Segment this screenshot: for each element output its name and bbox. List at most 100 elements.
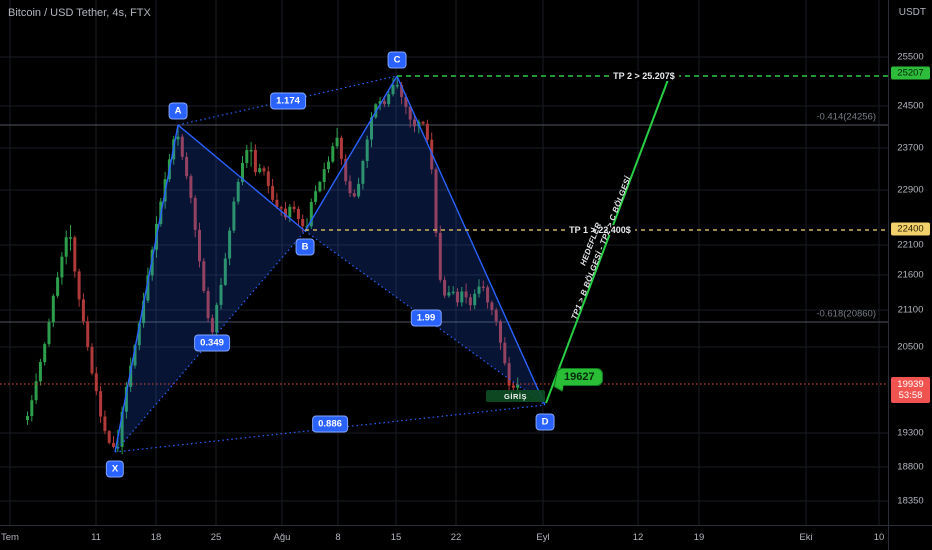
candle-body	[271, 186, 275, 200]
time-tick-label: 15	[390, 532, 402, 543]
pattern-edge-solid[interactable]	[304, 75, 398, 232]
candle-body	[245, 150, 249, 164]
pattern-ratio-label[interactable]: 1.174	[270, 92, 306, 110]
chart-canvas[interactable]	[0, 0, 888, 525]
pattern-ratio-label[interactable]: 0.886	[312, 415, 348, 433]
candle-body	[112, 442, 115, 447]
candle-body	[124, 386, 128, 412]
candle-body	[296, 209, 300, 219]
pattern-ratio-label[interactable]: 1.99	[410, 309, 442, 327]
price-tick-label: 24500	[897, 100, 924, 112]
chart-plot-area[interactable]: X A B C D 1.174 0.349 1.99 0.886 -0.414(24256) -0.…	[0, 0, 888, 525]
candle-body	[86, 321, 90, 347]
candle-body	[284, 208, 287, 218]
time-axis[interactable]: Tem 11 18 25 Ağu 8 15 22 Eyl 12 19 Eki 10	[0, 525, 888, 550]
harmonic-pattern-fill[interactable]	[115, 125, 305, 452]
time-tick-label: Ağu	[273, 532, 291, 543]
candle-body	[198, 229, 201, 262]
time-tick-label: 22	[450, 532, 462, 543]
candle-body	[81, 299, 85, 322]
bar-countdown: 53:58	[898, 390, 923, 401]
candle-body	[210, 318, 214, 333]
time-tick-label: Eyl	[536, 532, 550, 543]
pattern-edge-dotted[interactable]	[177, 75, 398, 126]
pattern-edge-solid[interactable]	[396, 75, 546, 406]
price-tick-label: 21100	[897, 304, 924, 316]
candle-body	[215, 304, 219, 333]
tp2-target-label[interactable]: TP 2 > 25.207$	[609, 71, 679, 81]
candle-body	[275, 199, 279, 208]
candle-body	[344, 158, 348, 182]
candle-body	[400, 84, 404, 97]
candle-body	[395, 84, 399, 87]
symbol-title[interactable]: Bitcoin / USD Tether, 4s, FTX	[8, 7, 151, 19]
candle-body	[511, 385, 515, 388]
candle-body	[241, 163, 244, 182]
candle-body	[494, 309, 498, 322]
time-tick-label: 25	[210, 532, 222, 543]
projection-trend-line[interactable]	[545, 76, 670, 404]
axis-corner	[888, 525, 932, 550]
candle-body	[189, 176, 193, 198]
candle-body	[64, 237, 68, 257]
time-tick-label: Tem	[1, 532, 19, 543]
pattern-point-label-B[interactable]: B	[295, 238, 315, 256]
fib-level-label: -0.618(20860)	[816, 308, 876, 320]
candle-body	[94, 373, 98, 392]
time-tick-label: 10	[873, 532, 885, 543]
candle-body	[309, 201, 313, 227]
candle-body	[38, 362, 42, 382]
candle-body	[228, 230, 232, 259]
price-tick-label: 20500	[897, 341, 924, 353]
tp1-target-label[interactable]: TP 1 > 22.400$	[565, 225, 635, 235]
pattern-point-label-C[interactable]: C	[387, 51, 407, 69]
entry-zone-label[interactable]: GİRİŞ	[486, 390, 545, 402]
pattern-edge-solid[interactable]	[177, 124, 306, 232]
pattern-point-label-D[interactable]: D	[535, 413, 555, 431]
candle-body	[322, 169, 326, 182]
candle-body	[219, 284, 223, 305]
candle-body	[468, 297, 472, 306]
candle-body	[137, 323, 141, 346]
candle-body	[352, 193, 356, 197]
price-tick-label: 22100	[897, 239, 924, 251]
candle-body	[60, 256, 64, 278]
price-tick-label: 21600	[897, 269, 924, 281]
candle-body	[464, 291, 468, 298]
candle-body	[503, 342, 507, 364]
pattern-point-label-X[interactable]: X	[105, 460, 125, 478]
price-axis[interactable]: USDT 25207 22400 19939 53:58 25500 24500 2…	[888, 0, 932, 525]
candle-body	[314, 191, 318, 202]
candle-body	[425, 123, 429, 140]
fib-level-label: -0.414(24256)	[816, 111, 876, 123]
candle-body	[404, 96, 408, 107]
candle-body	[99, 391, 103, 417]
pattern-ratio-label[interactable]: 0.349	[194, 334, 230, 352]
pattern-edge-solid[interactable]	[114, 124, 179, 453]
axis-currency-label: USDT	[898, 7, 926, 18]
candle-body	[120, 411, 124, 447]
candle-body	[34, 381, 38, 401]
pattern-point-label-A[interactable]: A	[168, 102, 188, 120]
candle-body	[335, 137, 339, 147]
price-tick-label: 22900	[897, 184, 924, 196]
time-tick-label: 18	[150, 532, 162, 543]
candle-body	[133, 345, 137, 366]
candle-body	[47, 322, 51, 345]
candle-body	[146, 275, 150, 301]
price-callout-bubble[interactable]: 19627	[553, 368, 603, 392]
candle-body	[56, 277, 60, 296]
candle-body	[26, 416, 29, 420]
candle-body	[486, 287, 490, 303]
candle-body	[30, 400, 34, 417]
candle-body	[438, 232, 442, 280]
candle-body	[193, 197, 197, 230]
candle-body	[421, 121, 425, 124]
price-tick-label: 19300	[897, 427, 924, 439]
candle-body	[451, 291, 455, 294]
candle-body	[279, 207, 283, 209]
harmonic-pattern-fill[interactable]	[305, 76, 545, 405]
candle-body	[490, 302, 494, 310]
candle-body	[232, 201, 236, 231]
